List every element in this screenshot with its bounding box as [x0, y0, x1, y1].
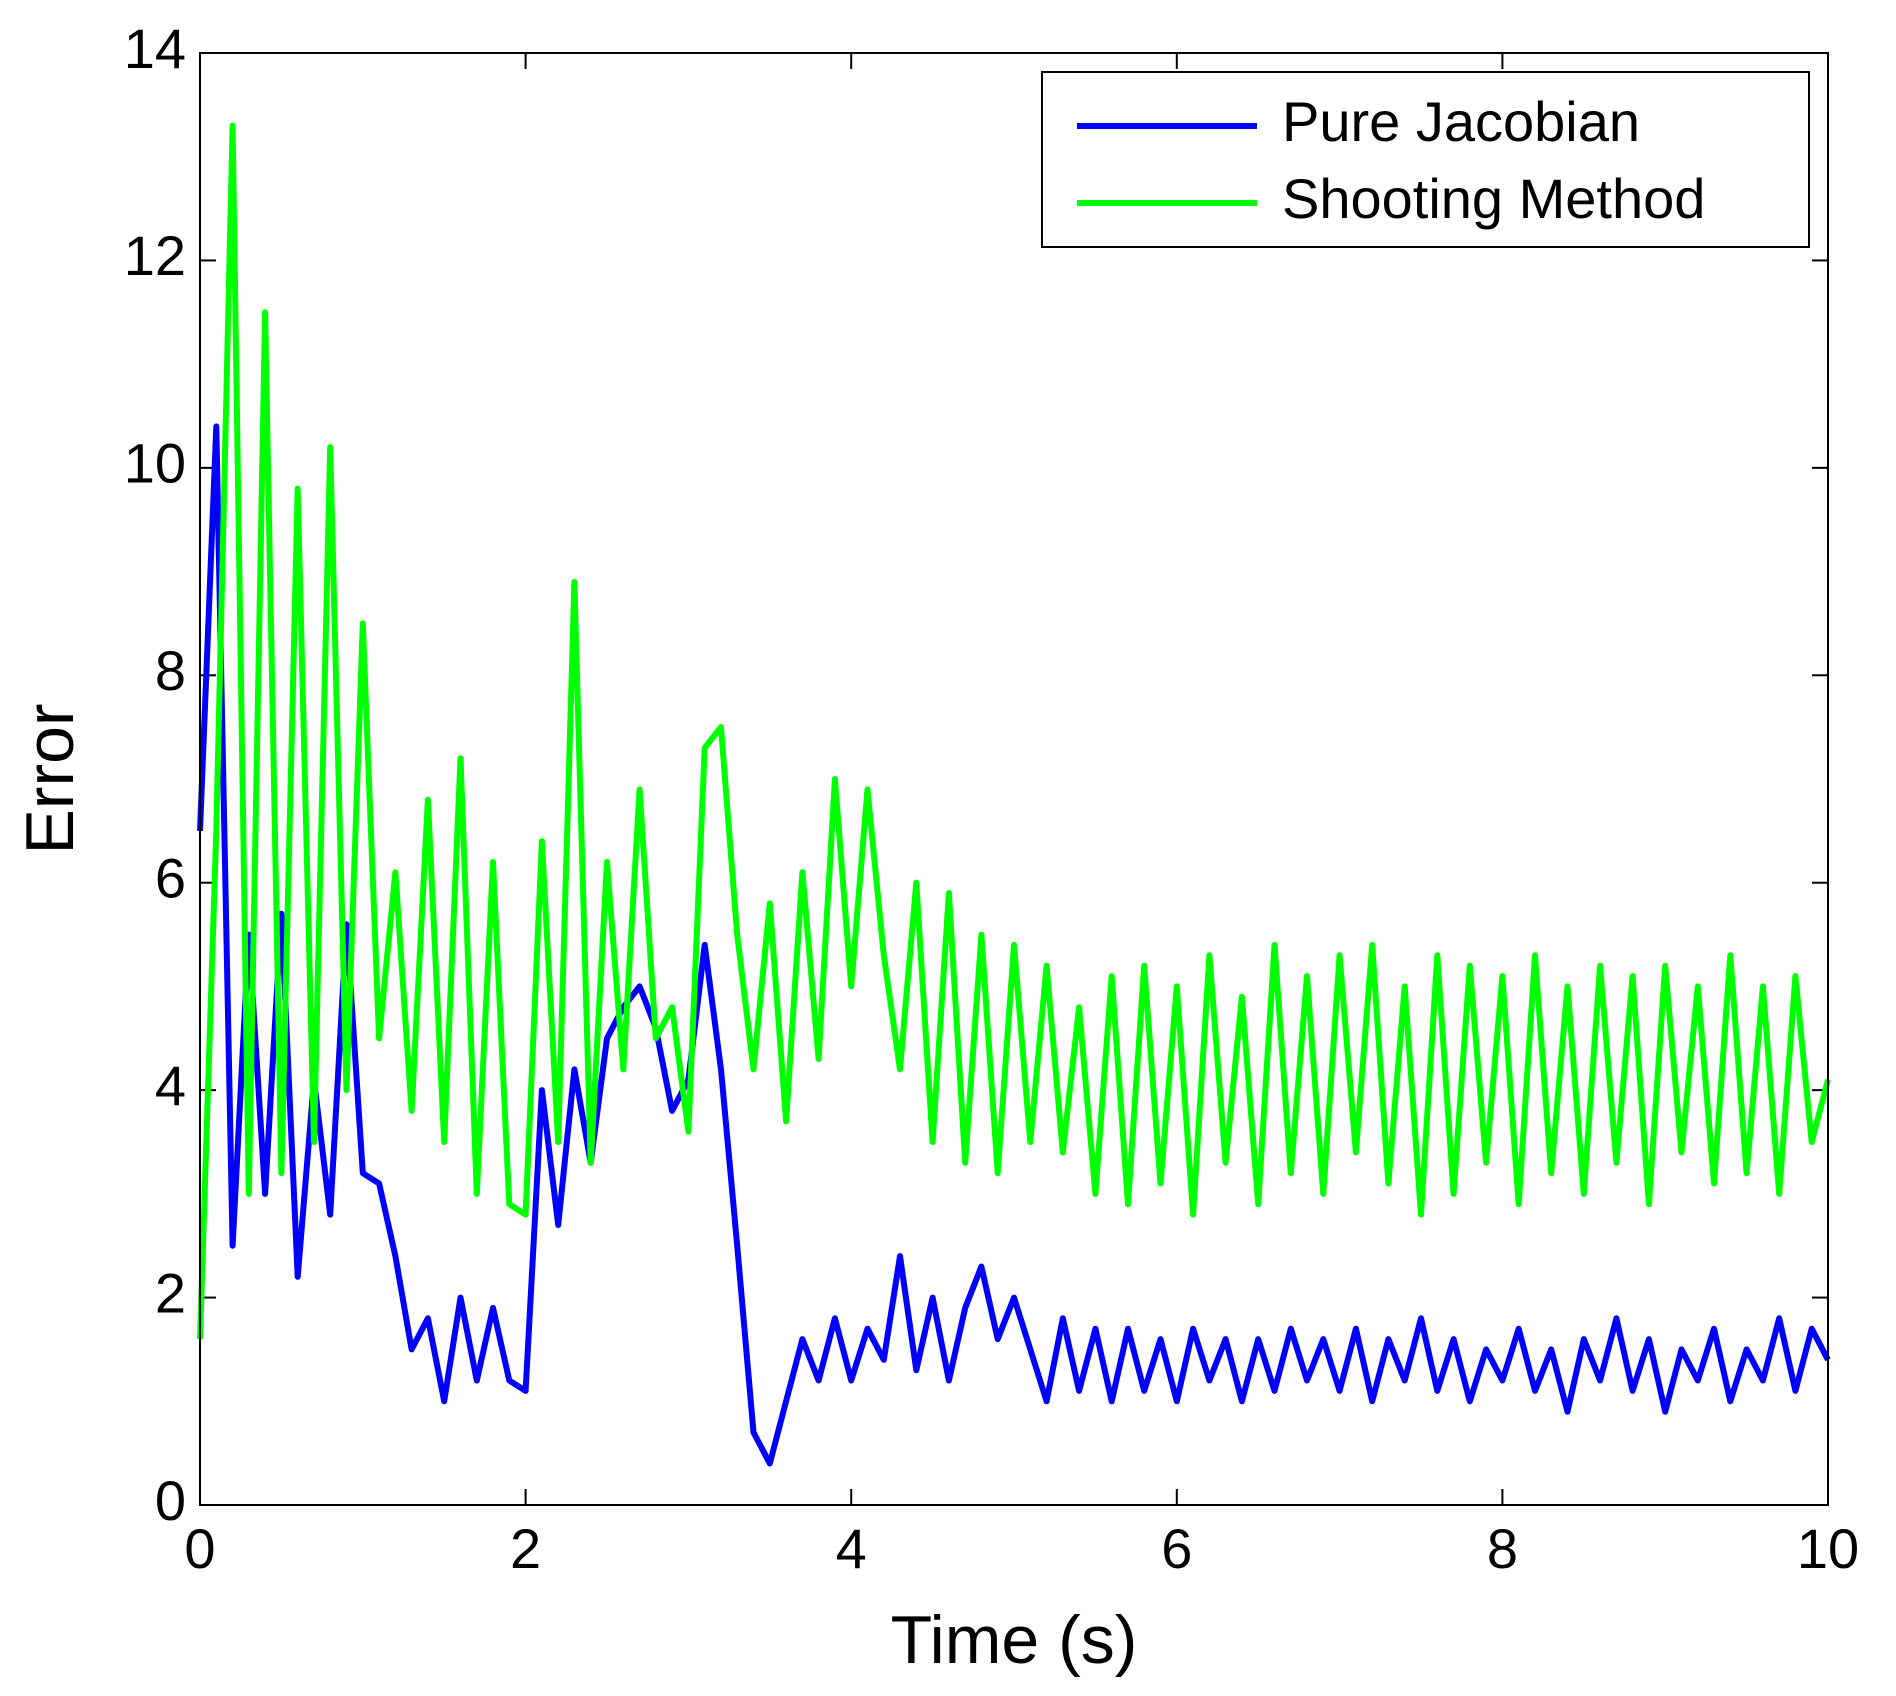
- legend-box: [1041, 71, 1810, 248]
- y-tick-label: 4: [155, 1054, 186, 1117]
- x-tick-label: 6: [1161, 1517, 1192, 1580]
- plot-frame: [199, 52, 1829, 1506]
- x-axis-label: Time (s): [891, 1602, 1138, 1678]
- x-tick-label: 0: [184, 1517, 215, 1580]
- y-tick-label: 14: [124, 17, 186, 80]
- legend-label: Shooting Method: [1282, 167, 1705, 230]
- x-tick-label: 4: [836, 1517, 867, 1580]
- x-tick-label: 8: [1487, 1517, 1518, 1580]
- x-tick-label: 10: [1797, 1517, 1859, 1580]
- y-tick-label: 10: [124, 432, 186, 495]
- y-tick-label: 6: [155, 847, 186, 910]
- x-tick-label: 2: [510, 1517, 541, 1580]
- legend-label: Pure Jacobian: [1282, 90, 1640, 153]
- y-tick-label: 0: [155, 1469, 186, 1532]
- series-line: [197, 122, 1831, 1340]
- y-tick-label: 12: [124, 224, 186, 287]
- y-tick-label: 2: [155, 1261, 186, 1324]
- y-axis-label: Error: [12, 703, 88, 854]
- series-line: [197, 423, 1831, 1467]
- y-tick-label: 8: [155, 639, 186, 702]
